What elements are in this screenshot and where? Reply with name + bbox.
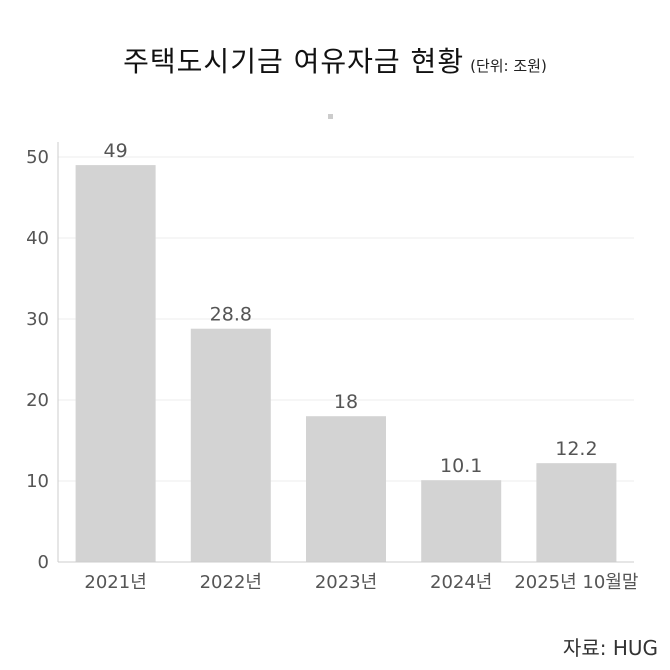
bar-value-label: 49: [104, 140, 128, 162]
bar-value-label: 18: [334, 391, 358, 413]
y-tick-label: 40: [26, 228, 49, 249]
y-tick-label: 10: [26, 471, 49, 492]
unit-note: (단위: 조원): [470, 57, 547, 75]
bar: [75, 165, 156, 562]
bar: [421, 480, 502, 562]
x-tick-label: 2023년: [315, 572, 377, 593]
x-tick-label: 2021년: [84, 572, 146, 593]
bar-value-label: 12.2: [555, 438, 597, 460]
bar: [190, 328, 271, 562]
decorative-marker: [328, 114, 333, 119]
x-tick-label: 2022년: [200, 572, 262, 593]
chart-title-block: 주택도시기금 여유자금 현황 (단위: 조원): [0, 40, 670, 80]
bar: [536, 463, 617, 562]
bar: [306, 416, 386, 562]
source-note: 자료: HUG: [562, 636, 658, 660]
y-tick-label: 30: [26, 309, 49, 330]
bar-value-label: 10.1: [440, 455, 482, 477]
y-tick-label: 0: [38, 552, 49, 573]
x-tick-label: 2025년 10월말: [514, 572, 638, 593]
bar-value-label: 28.8: [210, 304, 252, 326]
chart-title: 주택도시기금 여유자금 현황: [123, 45, 465, 78]
y-tick-label: 50: [26, 147, 49, 168]
y-tick-label: 20: [26, 390, 49, 411]
x-tick-label: 2024년: [430, 572, 492, 593]
